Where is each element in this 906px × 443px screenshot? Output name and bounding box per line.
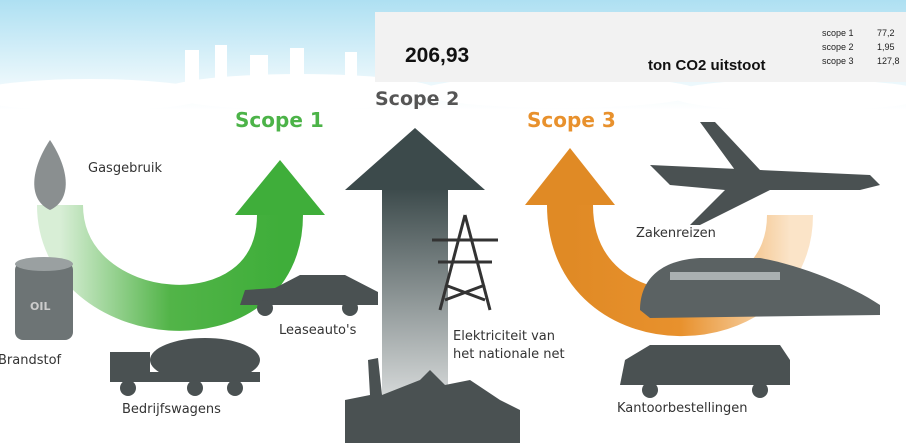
scope1-arrow-head	[235, 160, 325, 215]
summary-label: scope 3	[822, 56, 854, 66]
unit: ton CO2 uitstoot	[648, 57, 765, 74]
summary-value: 77,2	[877, 28, 895, 38]
scope-title: Scope 2	[375, 88, 459, 110]
summary-box	[375, 12, 906, 82]
barrel-icon: OIL	[15, 257, 73, 340]
label: Brandstof	[0, 353, 62, 368]
scope1-arrow	[37, 203, 303, 331]
summary-value: 127,8	[877, 56, 900, 66]
total: 206,93	[405, 44, 469, 67]
truck-icon	[110, 338, 260, 396]
factory-icon	[345, 358, 520, 443]
scope-title: Scope 1	[235, 108, 324, 132]
summary-table: scope 1 77,2 scope 2 1,95 scope 3 127,8	[822, 28, 900, 66]
clouds	[0, 45, 906, 111]
scope2-arrow-head	[345, 128, 485, 190]
label: Gasgebruik	[88, 161, 163, 176]
car-icon	[240, 275, 378, 316]
flame-icon	[34, 140, 66, 210]
summary-value: 1,95	[877, 42, 895, 52]
label: Leaseauto's	[279, 323, 357, 338]
scope3-arrow-head	[525, 148, 615, 205]
barrel-label: OIL	[30, 300, 50, 313]
plane-icon	[650, 122, 880, 225]
pylon-icon	[432, 214, 498, 311]
summary-label: scope 2	[822, 42, 854, 52]
scope-title: Scope 3	[527, 108, 616, 132]
label: Kantoorbestellingen	[617, 401, 748, 416]
label: Bedrijfswagens	[122, 402, 221, 417]
train-icon	[640, 258, 880, 318]
summary-label: scope 1	[822, 28, 854, 38]
van-icon	[620, 345, 790, 398]
label: Zakenreizen	[636, 226, 716, 241]
label: Elektriciteit van	[453, 329, 555, 344]
label: het nationale net	[453, 347, 565, 362]
